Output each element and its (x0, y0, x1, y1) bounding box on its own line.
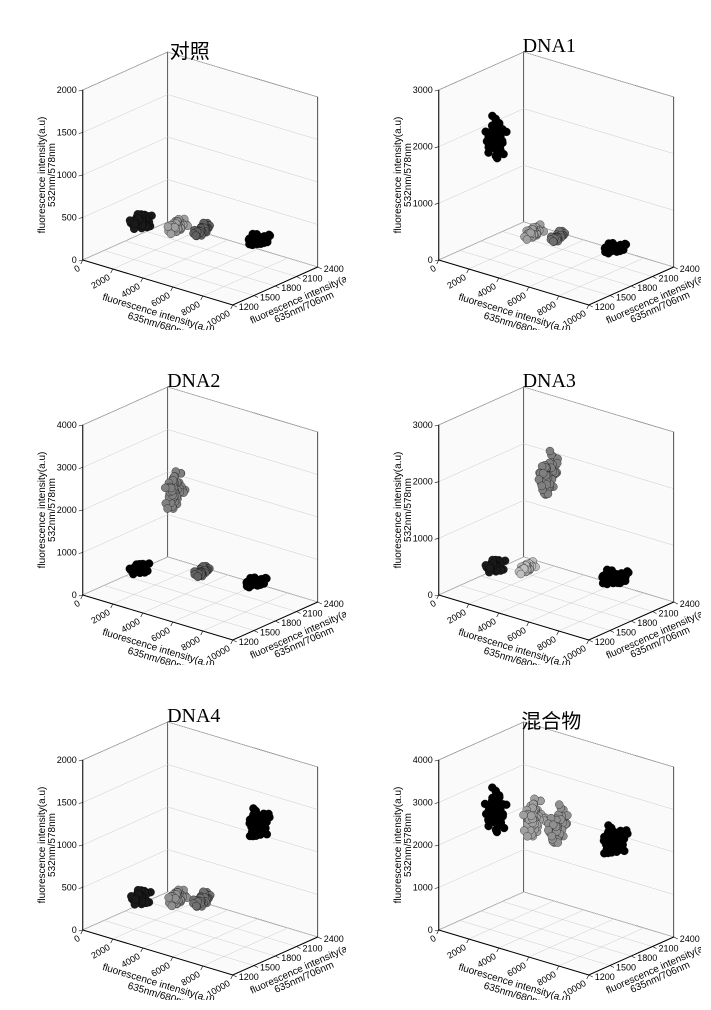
chart-title-3: DNA3 (523, 370, 576, 393)
svg-text:2000: 2000 (89, 607, 111, 626)
svg-text:2100: 2100 (658, 609, 678, 619)
svg-text:2000: 2000 (445, 942, 467, 961)
svg-text:3000: 3000 (57, 463, 77, 473)
chart-svg-2: 0100020003000400002000400060008000100001… (10, 345, 346, 665)
svg-text:2400: 2400 (679, 599, 699, 609)
svg-text:1500: 1500 (260, 628, 280, 638)
svg-text:2100: 2100 (303, 944, 323, 954)
svg-text:1000: 1000 (412, 533, 432, 543)
svg-text:532nm/578nm: 532nm/578nm (402, 143, 413, 207)
svg-text:1500: 1500 (616, 293, 636, 303)
svg-text:2400: 2400 (679, 934, 699, 944)
svg-text:1800: 1800 (281, 953, 301, 963)
svg-text:1000: 1000 (57, 840, 77, 850)
chart-panel-3: DNA3 01000200030000200040006000800010000… (366, 345, 702, 665)
svg-text:2000: 2000 (57, 755, 77, 765)
chart-panel-1: DNA1 01000200030000200040006000800010000… (366, 10, 702, 330)
svg-text:0: 0 (428, 263, 437, 274)
svg-text:3000: 3000 (412, 798, 432, 808)
svg-text:0: 0 (428, 933, 437, 944)
svg-text:0: 0 (72, 263, 81, 274)
svg-text:1000: 1000 (412, 883, 432, 893)
svg-text:1200: 1200 (594, 302, 614, 312)
svg-text:2000: 2000 (412, 142, 432, 152)
svg-text:1200: 1200 (239, 972, 259, 982)
svg-text:2400: 2400 (324, 934, 344, 944)
svg-text:532nm/578nm: 532nm/578nm (47, 143, 58, 207)
svg-text:2000: 2000 (412, 477, 432, 487)
svg-text:1500: 1500 (57, 128, 77, 138)
chart-title-5: 混合物 (521, 705, 581, 734)
chart-title-4: DNA4 (167, 705, 220, 728)
svg-text:2100: 2100 (303, 274, 323, 284)
svg-text:1800: 1800 (637, 283, 657, 293)
chart-title-1: DNA1 (523, 35, 576, 58)
svg-text:0: 0 (428, 598, 437, 609)
svg-text:1000: 1000 (57, 548, 77, 558)
svg-text:532nm/578nm: 532nm/578nm (47, 478, 58, 542)
svg-text:2000: 2000 (445, 272, 467, 291)
svg-text:1500: 1500 (260, 963, 280, 973)
svg-text:1800: 1800 (637, 953, 657, 963)
chart-panel-0: 对照 0500100015002000020004000600080001000… (10, 10, 346, 330)
svg-text:1200: 1200 (239, 637, 259, 647)
svg-text:4000: 4000 (412, 755, 432, 765)
svg-text:1000: 1000 (57, 170, 77, 180)
chart-title-2: DNA2 (167, 370, 220, 393)
chart-svg-3: 0100020003000020004000600080001000012001… (366, 345, 702, 665)
svg-text:1800: 1800 (281, 618, 301, 628)
svg-text:1500: 1500 (616, 963, 636, 973)
svg-text:500: 500 (62, 213, 77, 223)
svg-text:2000: 2000 (445, 607, 467, 626)
chart-panel-5: 混合物 010002000300040000200040006000800010… (366, 680, 702, 1000)
svg-text:1200: 1200 (594, 637, 614, 647)
svg-text:2000: 2000 (57, 505, 77, 515)
chart-grid: 对照 0500100015002000020004000600080001000… (10, 10, 701, 1000)
chart-svg-4: 0500100015002000020004000600080001000012… (10, 680, 346, 1000)
svg-text:532nm/578nm: 532nm/578nm (402, 478, 413, 542)
chart-panel-4: DNA4 05001000150020000200040006000800010… (10, 680, 346, 1000)
svg-text:2400: 2400 (679, 264, 699, 274)
chart-title-0: 对照 (170, 35, 210, 64)
svg-text:500: 500 (62, 883, 77, 893)
svg-text:0: 0 (72, 933, 81, 944)
svg-text:1500: 1500 (260, 293, 280, 303)
svg-text:2000: 2000 (89, 942, 111, 961)
svg-text:1800: 1800 (281, 283, 301, 293)
chart-svg-1: 0100020003000020004000600080001000012001… (366, 10, 702, 330)
svg-text:2000: 2000 (412, 840, 432, 850)
svg-text:2100: 2100 (658, 944, 678, 954)
svg-text:2000: 2000 (57, 85, 77, 95)
svg-text:1200: 1200 (239, 302, 259, 312)
svg-text:0: 0 (72, 598, 81, 609)
svg-text:532nm/578nm: 532nm/578nm (402, 813, 413, 877)
svg-text:4000: 4000 (57, 420, 77, 430)
svg-text:2400: 2400 (324, 599, 344, 609)
svg-text:2100: 2100 (303, 609, 323, 619)
svg-text:1200: 1200 (594, 972, 614, 982)
svg-text:1000: 1000 (412, 198, 432, 208)
svg-text:2100: 2100 (658, 274, 678, 284)
svg-text:1800: 1800 (637, 618, 657, 628)
svg-text:2000: 2000 (89, 272, 111, 291)
svg-text:3000: 3000 (412, 85, 432, 95)
svg-text:2400: 2400 (324, 264, 344, 274)
svg-text:1500: 1500 (616, 628, 636, 638)
svg-text:3000: 3000 (412, 420, 432, 430)
chart-panel-2: DNA2 01000200030004000020004000600080001… (10, 345, 346, 665)
svg-text:1500: 1500 (57, 798, 77, 808)
svg-text:532nm/578nm: 532nm/578nm (47, 813, 58, 877)
